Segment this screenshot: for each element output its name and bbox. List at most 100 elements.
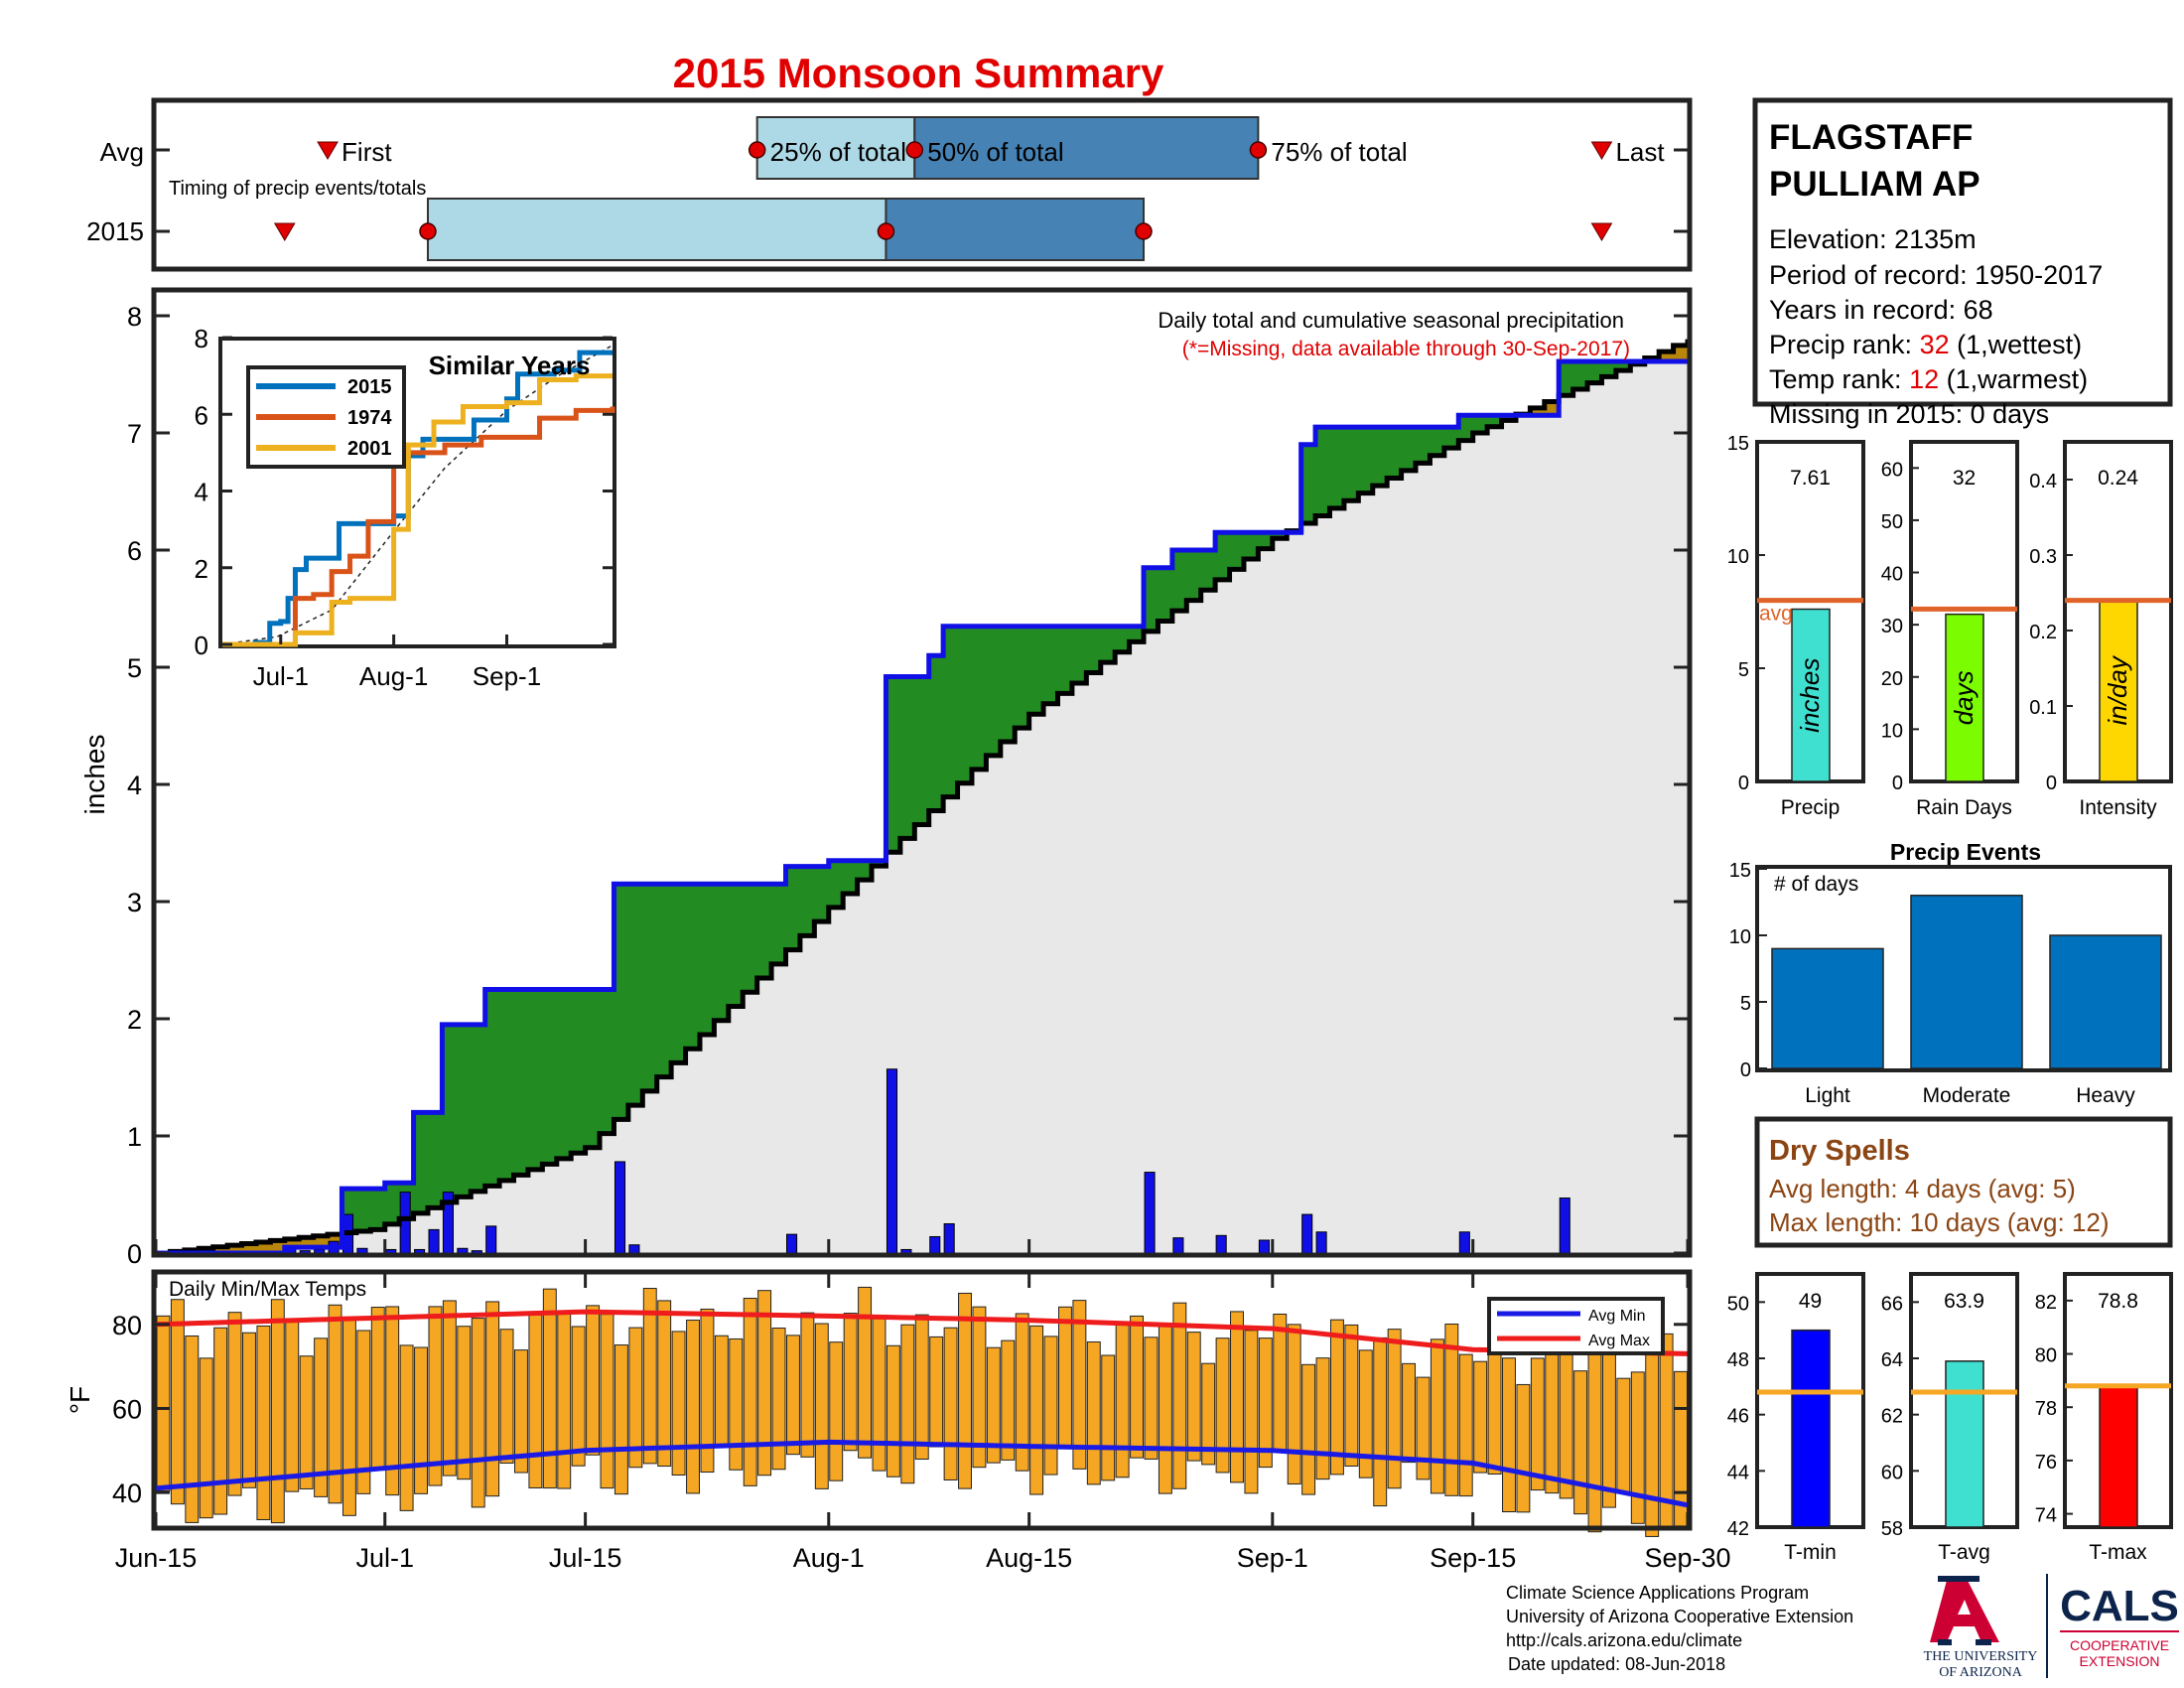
avg-75-marker xyxy=(1249,141,1268,159)
below-avg-fill xyxy=(1530,407,1546,416)
daily-temp-bar xyxy=(771,1328,786,1471)
daily-precip-bar xyxy=(1559,1197,1570,1254)
inset-x-tick-label: Sep-1 xyxy=(473,661,541,691)
above-avg-fill xyxy=(370,1189,386,1230)
daily-temp-bar xyxy=(528,1315,543,1488)
daily-precip-bar xyxy=(786,1233,798,1254)
daily-temp-bar xyxy=(1473,1360,1488,1474)
daily-temp-bar xyxy=(1273,1313,1288,1453)
above-avg-fill xyxy=(355,1189,371,1231)
stat-bar xyxy=(1791,608,1831,782)
temp-stat-tick-label: 80 xyxy=(2035,1345,2057,1367)
above-avg-fill xyxy=(699,884,716,1035)
timing-label-50: 50% of total xyxy=(927,137,1063,167)
stat-label: Precip xyxy=(1781,796,1841,819)
avg-first-marker xyxy=(317,141,339,160)
daily-temp-bar xyxy=(1502,1357,1516,1513)
stat-unit: days xyxy=(1949,670,1979,725)
daily-temp-bar xyxy=(800,1312,815,1458)
events-y-tick-label: 0 xyxy=(1740,1059,1751,1081)
temp-stat-2: 78.8 74 76 78 80 82 T-max xyxy=(2035,1272,2173,1564)
above-avg-fill xyxy=(928,655,944,811)
daily-precip-bar xyxy=(1172,1237,1184,1254)
precip-stat-2: 0.24 in/day 0 0.1 0.2 0.3 0.4 Intensity xyxy=(2029,440,2173,819)
below-avg-fill xyxy=(1544,401,1560,416)
daily-temp-bar xyxy=(1329,1319,1344,1476)
above-avg-fill xyxy=(1015,626,1030,729)
daily-temp-bar xyxy=(485,1301,500,1497)
above-avg-fill xyxy=(1559,361,1574,396)
stat-label: Rain Days xyxy=(1916,796,2012,819)
temp-stat-tick-label: 62 xyxy=(1881,1406,1903,1428)
above-avg-fill xyxy=(1358,427,1374,493)
timing-panel: Avg 2015 Timing of precip events/totals … xyxy=(86,97,1693,272)
avg-25-marker xyxy=(748,141,766,159)
temp-stat-tick-label: 78 xyxy=(2035,1398,2057,1420)
daily-temp-bar xyxy=(1015,1313,1029,1472)
above-avg-fill xyxy=(1443,427,1459,449)
precip-stat-1: 32 days 0 10 20 30 40 50 60 Rain Days xyxy=(1881,440,2019,819)
daily-temp-bar xyxy=(1601,1349,1616,1508)
daily-temp-bar xyxy=(370,1307,385,1471)
stat-tick-label: 60 xyxy=(1881,459,1903,481)
above-avg-fill xyxy=(1387,427,1403,479)
daily-temp-bar xyxy=(1430,1338,1444,1494)
above-avg-fill xyxy=(1401,427,1417,471)
obs-q1-box xyxy=(426,198,887,261)
daily-temp-bar xyxy=(170,1299,185,1505)
precip-plot-area xyxy=(156,339,1691,1256)
daily-temp-bar xyxy=(1645,1331,1660,1537)
daily-precip-bar xyxy=(485,1225,497,1254)
daily-temp-bar xyxy=(1043,1336,1058,1476)
daily-temp-bar xyxy=(428,1306,443,1486)
above-avg-fill xyxy=(1587,361,1603,383)
cals-logo-line2: EXTENSION xyxy=(2080,1653,2160,1669)
above-avg-fill xyxy=(971,626,987,770)
obs-cumulative-line xyxy=(156,358,1688,1256)
inset-y-tick-label: 0 xyxy=(195,631,208,660)
daily-temp-bar xyxy=(1215,1337,1230,1474)
avg-50-marker xyxy=(905,141,924,159)
above-avg-fill xyxy=(571,989,587,1154)
temp-stat-tick-label: 82 xyxy=(2035,1292,2057,1314)
timing-row-avg: Avg xyxy=(100,137,144,167)
stat-tick-label: 5 xyxy=(1738,659,1749,681)
above-avg-fill xyxy=(1215,532,1231,580)
above-avg-fill xyxy=(743,884,758,993)
daily-temp-bar xyxy=(1616,1377,1631,1493)
temp-stat-tick-label: 74 xyxy=(2035,1505,2057,1527)
above-avg-fill xyxy=(685,884,701,1050)
daily-temp-bar xyxy=(156,1315,171,1492)
daily-precip-bar xyxy=(1258,1239,1270,1254)
above-avg-fill xyxy=(1472,415,1488,433)
above-avg-fill xyxy=(585,989,601,1148)
temp-stat-tick-label: 76 xyxy=(2035,1452,2057,1474)
below-avg-fill xyxy=(212,1246,228,1253)
daily-temp-bar xyxy=(457,1326,472,1480)
figure-title: 2015 Monsoon Summary xyxy=(673,50,1164,96)
temp-stat-value: 78.8 xyxy=(2098,1290,2138,1313)
timing-row-2015: 2015 xyxy=(86,216,144,246)
above-avg-fill xyxy=(899,676,915,839)
temps-panel: Daily Min/Max Temps °F Avg Min Avg Max 4… xyxy=(65,1239,1731,1573)
daily-temp-bar xyxy=(1144,1336,1159,1460)
daily-temp-bar xyxy=(227,1312,242,1496)
above-avg-fill xyxy=(1057,626,1073,694)
above-avg-fill xyxy=(600,989,615,1134)
temp-stat-tick-label: 64 xyxy=(1881,1349,1903,1371)
temp-stat-tick-label: 60 xyxy=(1881,1462,1903,1483)
above-avg-fill xyxy=(1258,532,1274,549)
daily-precip-bar xyxy=(929,1235,941,1254)
precip-y-tick-label: 0 xyxy=(127,1239,142,1269)
daily-temp-bar xyxy=(514,1349,528,1474)
temp-stat-label: T-min xyxy=(1784,1541,1837,1564)
temp-stat-tick-label: 44 xyxy=(1727,1462,1749,1483)
daily-temp-bar xyxy=(185,1335,200,1523)
temps-y-tick-label: 40 xyxy=(112,1478,142,1508)
dry-spells-max: Max length: 10 days (avg: 12) xyxy=(1769,1207,2110,1237)
stat-tick-label: 20 xyxy=(1881,668,1903,690)
precip-y-tick-label: 2 xyxy=(127,1005,142,1035)
temps-label: Daily Min/Max Temps xyxy=(169,1278,366,1301)
footer-line4: Date updated: 08-Jun-2018 xyxy=(1508,1654,1725,1674)
